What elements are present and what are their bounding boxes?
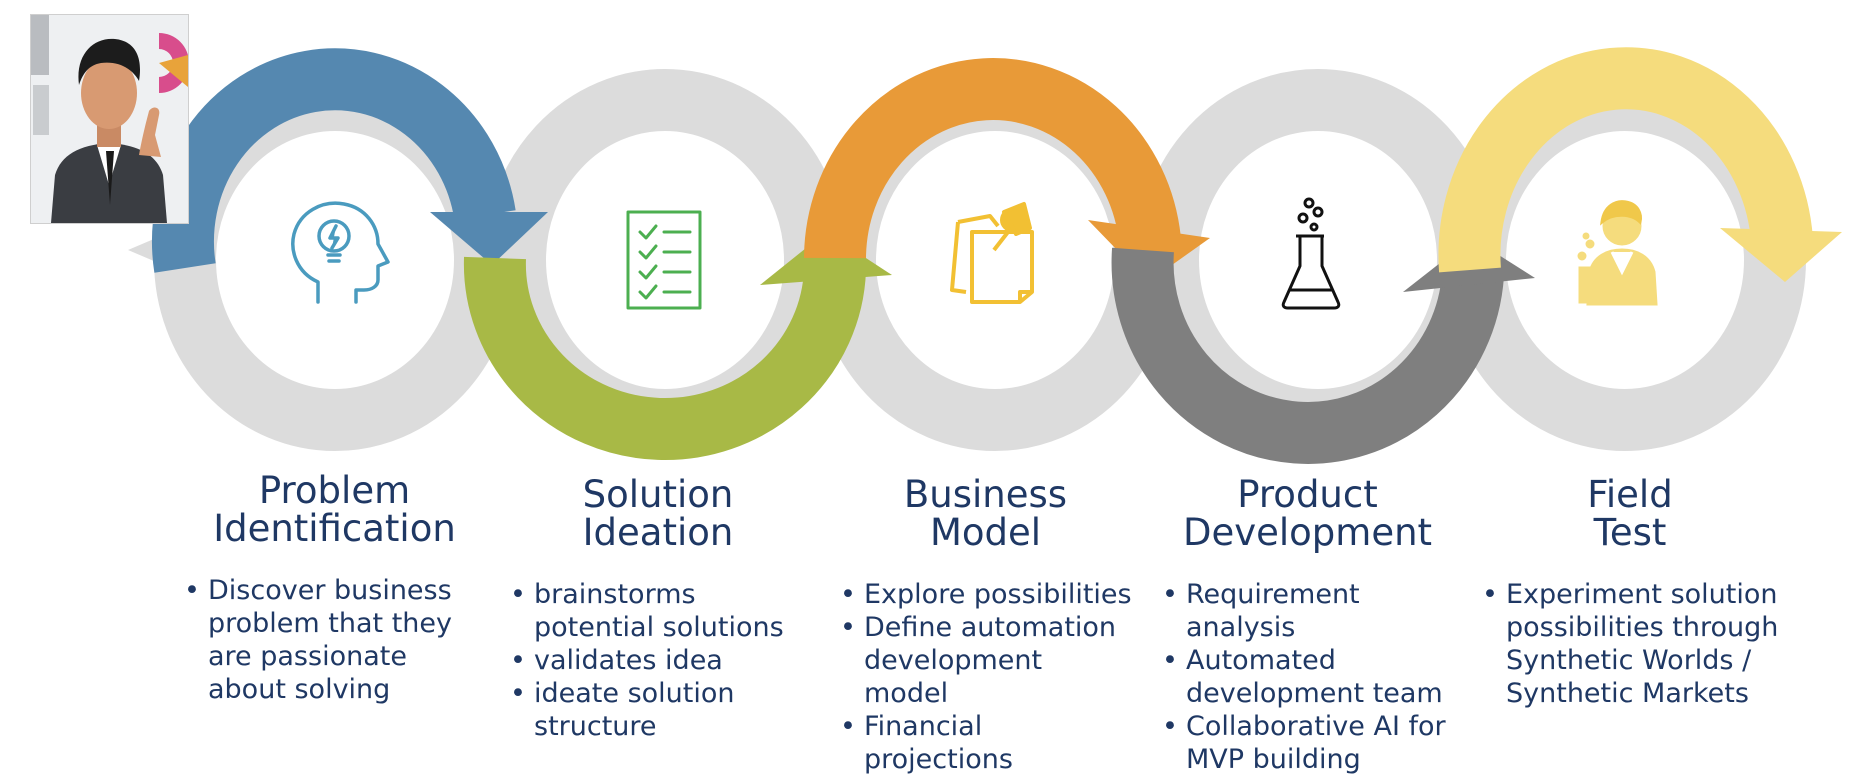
list-item: Requirement analysis bbox=[1160, 578, 1455, 644]
stage-title: Problem Identification bbox=[213, 469, 456, 550]
list-item: Define automation development model bbox=[838, 611, 1133, 710]
list-item: Financial projections bbox=[838, 710, 1133, 776]
stage-solution-ideation: Solution Ideation brainstorms potential … bbox=[508, 476, 808, 743]
stage-bullets: Requirement analysis Automated developme… bbox=[1160, 578, 1455, 776]
stage-title: Solution Ideation bbox=[582, 473, 734, 554]
lightbulb-head-icon bbox=[291, 201, 390, 304]
blue-arrow bbox=[152, 48, 548, 273]
list-item: Experiment solution possibilities throug… bbox=[1480, 578, 1780, 710]
stage-business-model: Business Model Explore possibilities Def… bbox=[838, 476, 1133, 776]
businessman-avatar bbox=[30, 14, 189, 224]
checklist-icon bbox=[626, 210, 702, 310]
stage-bullets: Explore possibilities Define automation … bbox=[838, 578, 1133, 776]
stage-bullets: Discover business problem that they are … bbox=[182, 574, 487, 706]
scientist-icon bbox=[1577, 200, 1658, 306]
list-item: ideate solution structure bbox=[508, 677, 808, 743]
green-arrow bbox=[463, 232, 892, 461]
sticky-notes-pushpin-icon bbox=[950, 202, 1034, 304]
list-item: brainstorms potential solutions bbox=[508, 578, 808, 644]
stage-product-development: Product Development Requirement analysis… bbox=[1160, 476, 1455, 776]
stage-bullets: Experiment solution possibilities throug… bbox=[1480, 578, 1780, 710]
stage-bullets: brainstorms potential solutions validate… bbox=[508, 578, 808, 743]
lab-flask-icon bbox=[1281, 197, 1341, 310]
list-item: Explore possibilities bbox=[838, 578, 1133, 611]
list-item: Automated development team bbox=[1160, 644, 1455, 710]
stage-title: Product Development bbox=[1182, 473, 1433, 554]
yellow-arrow bbox=[1438, 47, 1842, 282]
list-item: Collaborative AI for MVP building bbox=[1160, 710, 1455, 776]
stage-problem-identification: Problem Identification Discover business… bbox=[182, 472, 487, 706]
businessman-thinking-icon bbox=[31, 15, 188, 223]
stage-title: Field Test bbox=[1587, 473, 1673, 554]
list-item: validates idea bbox=[508, 644, 808, 677]
list-item: Discover business problem that they are … bbox=[182, 574, 487, 706]
stage-title: Business Model bbox=[903, 473, 1068, 554]
stage-field-test: Field Test Experiment solution possibili… bbox=[1480, 476, 1780, 710]
